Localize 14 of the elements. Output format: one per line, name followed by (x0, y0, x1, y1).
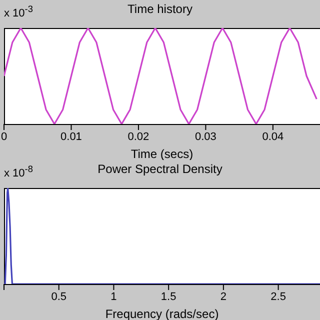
chart-title: Time history (128, 2, 192, 16)
x-tick-label: 0.02 (128, 130, 150, 143)
x-tick-label: 0.03 (194, 130, 216, 143)
x-tick-label: 2.5 (270, 290, 286, 303)
text: x 10$^{-3}$ (4, 4, 33, 20)
x-tick-label: 1 (110, 290, 117, 303)
x-tick-label: 2 (220, 290, 227, 303)
x-tick-label: 0.5 (51, 290, 67, 303)
x-tick-label: 0.04 (262, 130, 284, 143)
x-tick-label: 0.01 (60, 130, 82, 143)
text: x 10$^{-8}$ (4, 164, 33, 180)
x-tick-label: 1.5 (160, 290, 176, 303)
chart-title: Power Spectral Density (98, 162, 222, 176)
x-tick-label: 0 (0, 130, 8, 143)
